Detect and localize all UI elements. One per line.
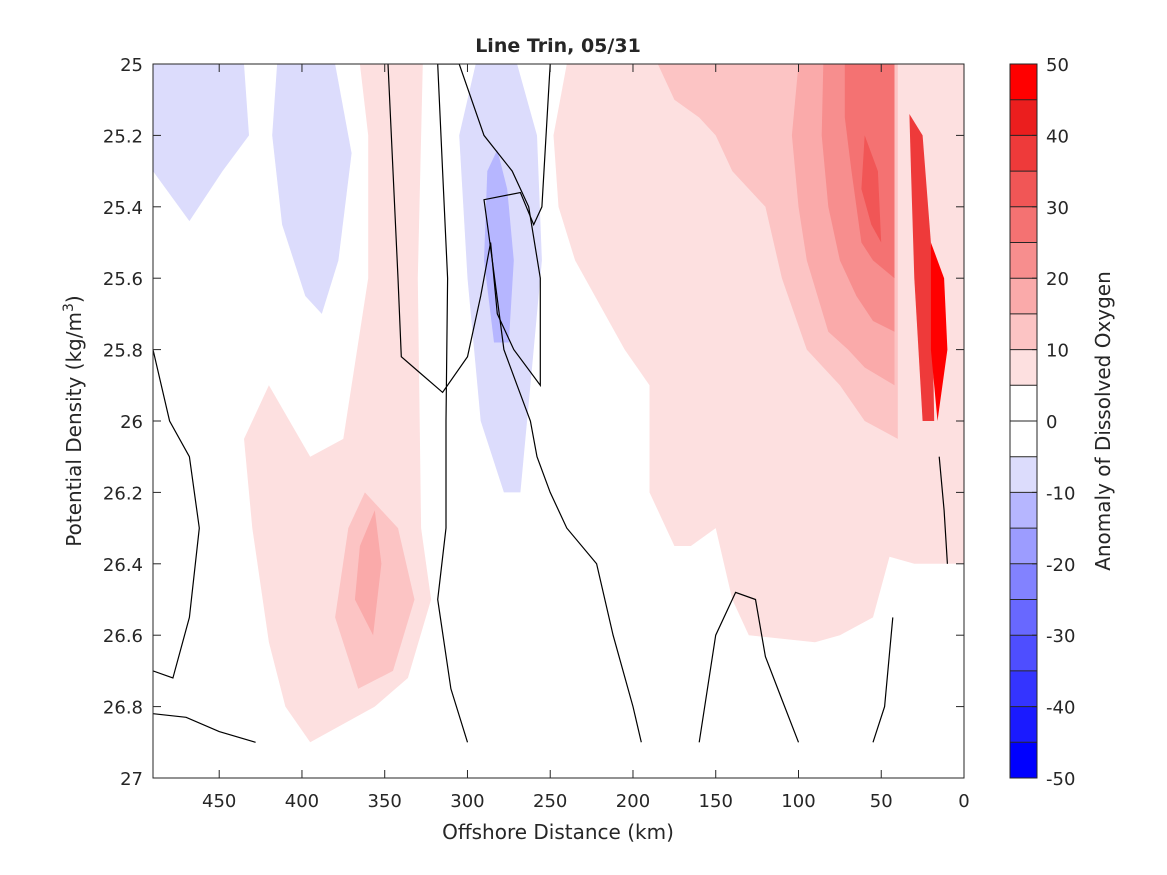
contour-region-1 bbox=[272, 64, 352, 314]
x-tick-label: 400 bbox=[285, 791, 319, 812]
x-tick-label: 450 bbox=[202, 791, 236, 812]
contour-line-0 bbox=[153, 349, 200, 679]
contour-line-4 bbox=[872, 617, 894, 743]
contour-line-2 bbox=[387, 64, 541, 743]
y-axis-label: Potential Density (kg/m3) bbox=[61, 295, 86, 546]
x-axis-label: Offshore Distance (km) bbox=[442, 820, 674, 844]
contour-line-1 bbox=[153, 713, 256, 743]
zero-contour-lines bbox=[153, 64, 948, 743]
y-tick-label: 25.2 bbox=[103, 126, 143, 147]
colorbar-tick-label: -50 bbox=[1046, 769, 1075, 790]
y-tick-label: 26.4 bbox=[103, 555, 143, 576]
x-tick-label: 50 bbox=[870, 791, 893, 812]
colorbar-swatch-19 bbox=[1010, 64, 1037, 101]
y-tick-label: 25.4 bbox=[103, 198, 143, 219]
colorbar-swatch-10 bbox=[1010, 385, 1037, 422]
colorbar-swatch-9 bbox=[1010, 421, 1037, 458]
y-tick-label: 26.6 bbox=[103, 626, 143, 647]
colorbar-swatch-13 bbox=[1010, 278, 1037, 315]
x-tick-label: 200 bbox=[616, 791, 650, 812]
y-tick-label: 27 bbox=[120, 769, 143, 790]
colorbar-swatch-5 bbox=[1010, 563, 1037, 600]
filled-contour-regions bbox=[153, 64, 964, 743]
contour-line-6 bbox=[938, 456, 948, 564]
colorbar-swatch-15 bbox=[1010, 206, 1037, 243]
colorbar-tick-label: 30 bbox=[1046, 198, 1069, 219]
colorbar bbox=[1010, 64, 1037, 779]
colorbar-swatch-14 bbox=[1010, 242, 1037, 279]
x-tick-label: 100 bbox=[781, 791, 815, 812]
colorbar-label: Anomaly of Dissolved Oxygen bbox=[1091, 271, 1115, 571]
x-tick-label: 0 bbox=[958, 791, 969, 812]
contour-region-4 bbox=[354, 510, 382, 636]
contour-line-3 bbox=[483, 64, 642, 743]
colorbar-swatch-7 bbox=[1010, 492, 1037, 529]
y-tick-label: 25.8 bbox=[103, 341, 143, 362]
y-tick-label: 26.2 bbox=[103, 483, 143, 504]
colorbar-swatch-0 bbox=[1010, 742, 1037, 779]
colorbar-tick-label: -30 bbox=[1046, 626, 1075, 647]
colorbar-tick-label: 0 bbox=[1046, 412, 1057, 433]
y-tick-label: 25 bbox=[120, 55, 143, 76]
contour-line-5 bbox=[698, 591, 800, 743]
y-axis-ticks: 25 25.2 25.4 25.6 25.8 26 26.2 26.4 26.6 26.8 27 bbox=[103, 55, 964, 790]
colorbar-swatch-18 bbox=[1010, 99, 1037, 136]
x-tick-label: 300 bbox=[450, 791, 484, 812]
y-tick-label: 26 bbox=[120, 412, 143, 433]
colorbar-tick-label: 50 bbox=[1046, 55, 1069, 76]
contour-region-12 bbox=[861, 135, 882, 243]
colorbar-swatch-6 bbox=[1010, 528, 1037, 565]
colorbar-swatch-17 bbox=[1010, 135, 1037, 172]
colorbar-tick-label: 40 bbox=[1046, 126, 1069, 147]
colorbar-swatch-16 bbox=[1010, 171, 1037, 208]
y-tick-label: 25.6 bbox=[103, 269, 143, 290]
colorbar-tick-label: 10 bbox=[1046, 341, 1069, 362]
contour-region-0 bbox=[153, 64, 249, 222]
colorbar-tick-label: -10 bbox=[1046, 483, 1075, 504]
colorbar-swatch-8 bbox=[1010, 456, 1037, 493]
colorbar-swatch-2 bbox=[1010, 670, 1037, 708]
x-tick-label: 250 bbox=[533, 791, 567, 812]
colorbar-ticks: 50 40 30 20 10 0 -10 -20 -30 -40 -50 bbox=[1032, 55, 1075, 790]
colorbar-swatch-3 bbox=[1010, 635, 1037, 672]
x-tick-label: 150 bbox=[699, 791, 733, 812]
colorbar-tick-label: -20 bbox=[1046, 555, 1075, 576]
contour-region-14 bbox=[930, 242, 948, 421]
contour-region-13 bbox=[909, 114, 935, 421]
colorbar-swatch-1 bbox=[1010, 706, 1037, 743]
x-tick-label: 350 bbox=[368, 791, 402, 812]
y-tick-label: 26.8 bbox=[103, 698, 143, 719]
colorbar-tick-label: -40 bbox=[1046, 698, 1075, 719]
colorbar-swatch-11 bbox=[1010, 349, 1037, 386]
chart-title: Line Trin, 05/31 bbox=[475, 35, 641, 57]
colorbar-swatch-12 bbox=[1010, 313, 1037, 351]
colorbar-tick-label: 20 bbox=[1046, 269, 1069, 290]
x-axis-ticks: 450 400 350 300 250 200 150 100 50 0 bbox=[202, 64, 970, 812]
colorbar-swatch-4 bbox=[1010, 599, 1037, 636]
